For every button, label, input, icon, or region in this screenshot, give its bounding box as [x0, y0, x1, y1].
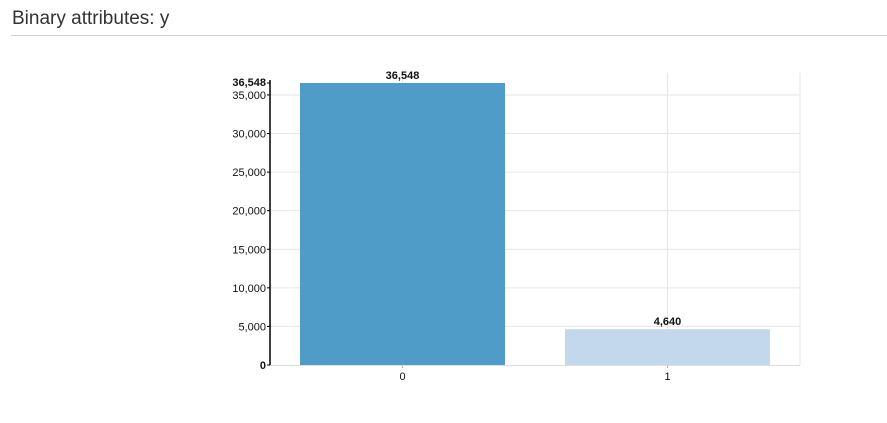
header-divider	[11, 35, 887, 36]
bar-value-label: 4,640	[654, 316, 682, 328]
y-tick-label: 20,000	[232, 206, 266, 218]
y-tick-label: 0	[260, 360, 266, 372]
y-tick-label: 15,000	[232, 244, 266, 256]
bar-value-label: 36,548	[386, 70, 420, 82]
y-max-tick-label: 36,548	[232, 77, 266, 89]
y-tick-label: 25,000	[232, 167, 266, 179]
label-layer: 0 5,000 10,000 15,000 20,000 25,000 30,000 35,0…	[232, 70, 681, 383]
x-tick-label: 1	[664, 371, 670, 383]
y-tick-label: 5,000	[238, 321, 266, 333]
bar-0	[300, 83, 505, 365]
y-tick-label: 10,000	[232, 283, 266, 295]
y-tick-label: 35,000	[232, 90, 266, 102]
bar-layer	[300, 83, 770, 365]
x-tick-label: 0	[399, 371, 405, 383]
header: Binary attributes: y	[12, 6, 887, 32]
page-title: Binary attributes: y	[12, 8, 170, 29]
bar-1	[565, 329, 770, 365]
y-tick-label: 30,000	[232, 129, 266, 141]
axis-layer	[267, 80, 800, 368]
